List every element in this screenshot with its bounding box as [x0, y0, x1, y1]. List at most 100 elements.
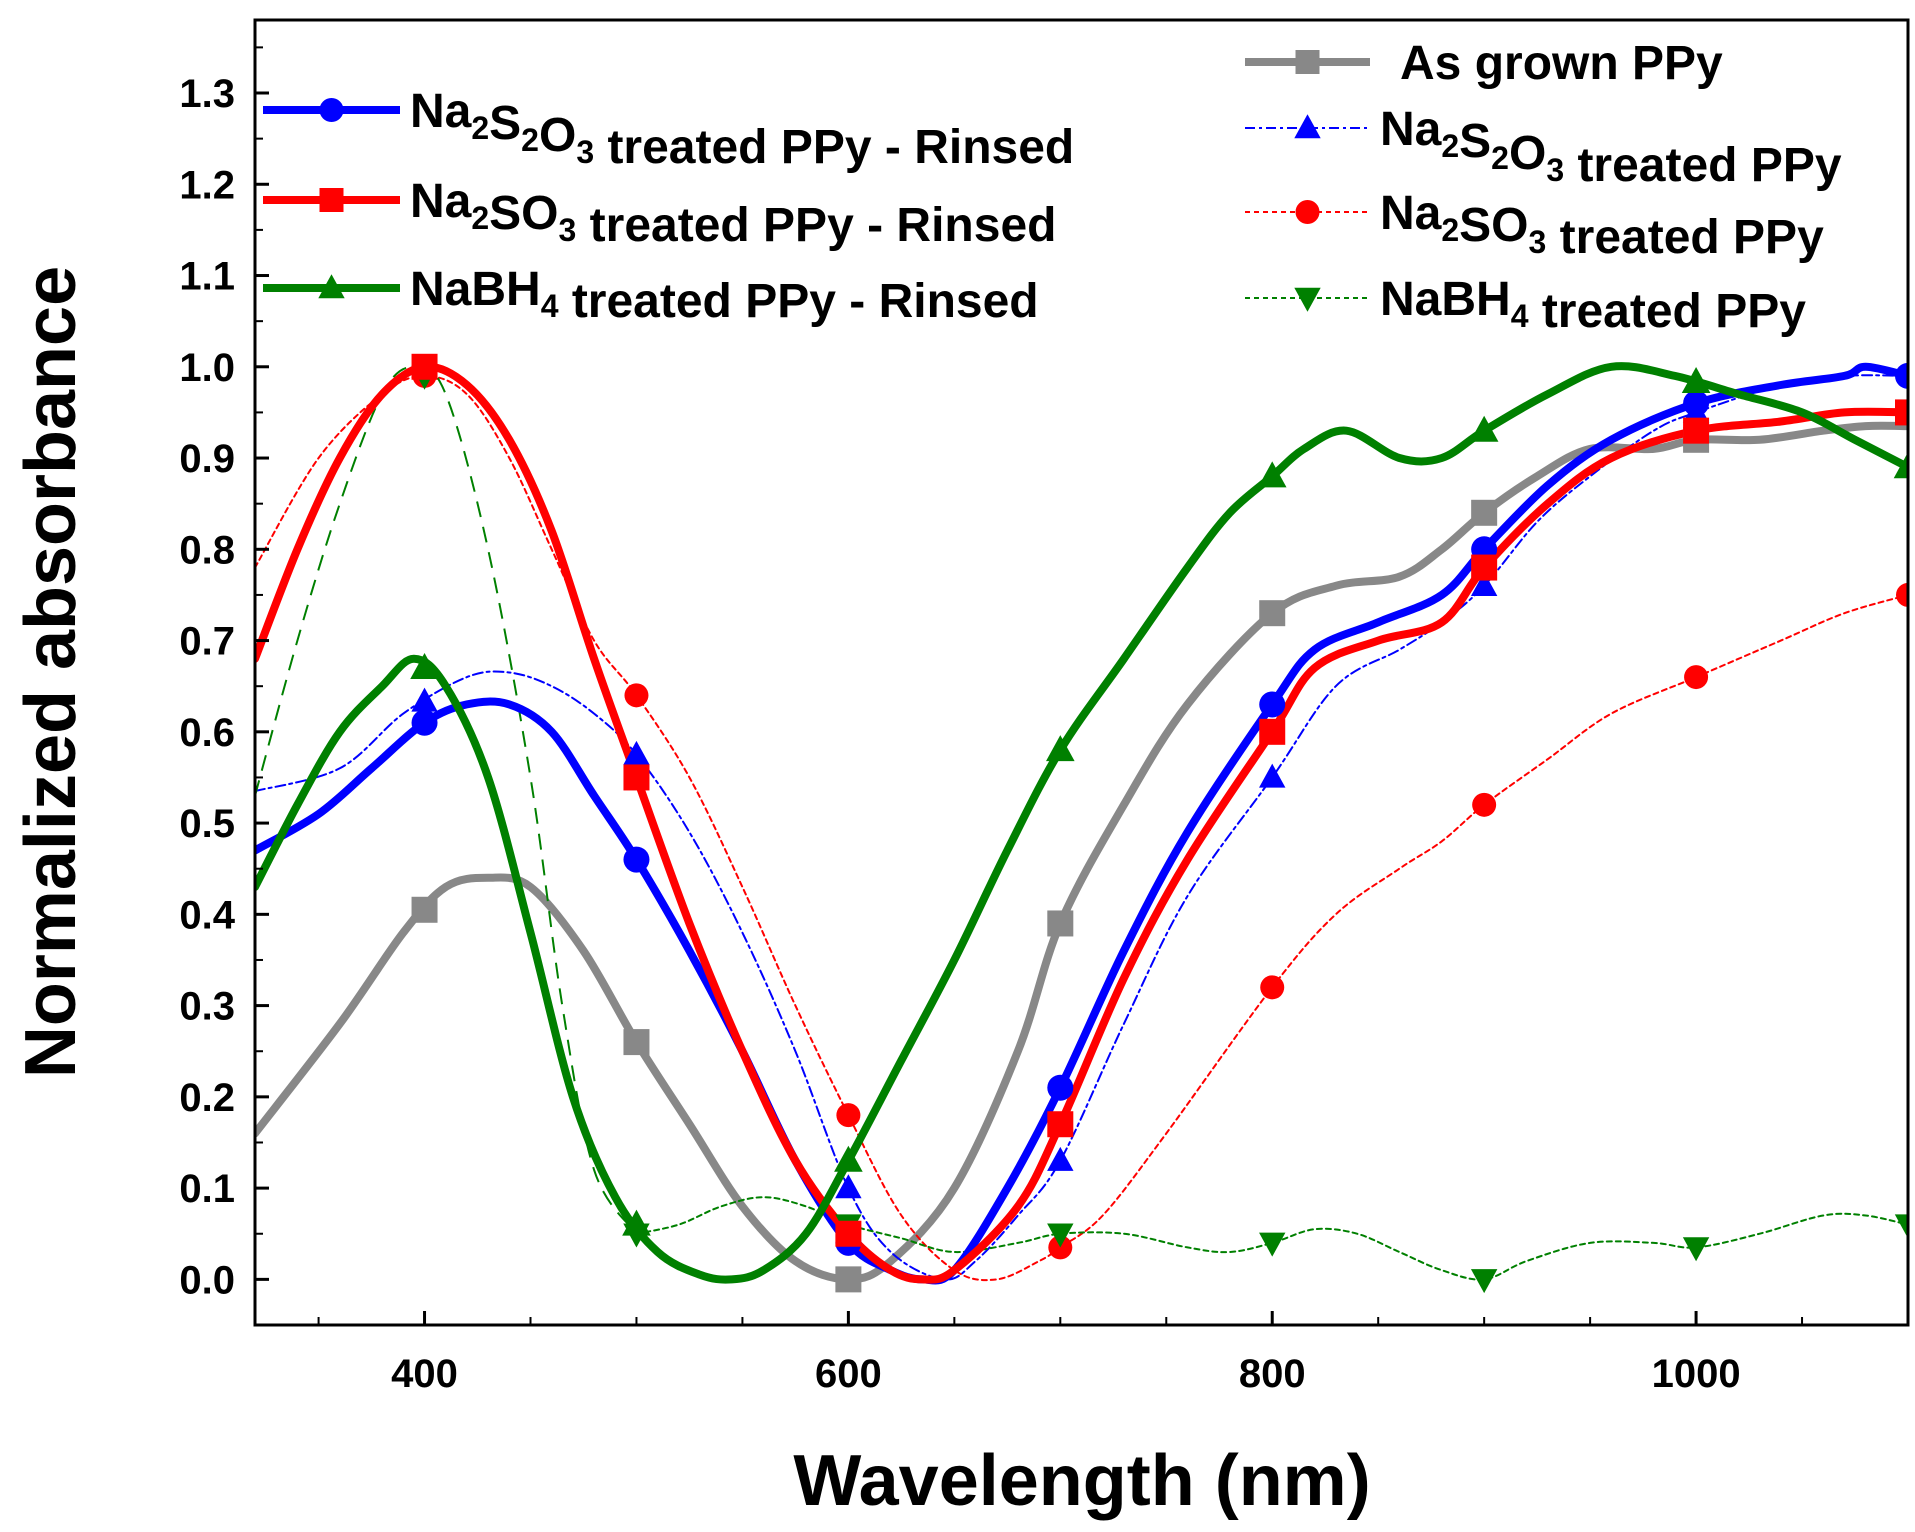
legend-marker [1294, 287, 1321, 312]
data-point-marker [1470, 572, 1498, 597]
y-tick-label: 0.2 [179, 1076, 235, 1120]
data-point-marker [1047, 910, 1074, 937]
data-point-marker [623, 846, 650, 873]
legend-marker [1295, 50, 1320, 74]
legend-text-part: treated PPy - Rinsed [558, 275, 1038, 328]
data-point-marker [411, 353, 438, 380]
plot-frame [253, 18, 1910, 1327]
data-point-marker [623, 764, 650, 791]
legend-text-part: O [539, 109, 576, 162]
data-point-marker [1047, 1111, 1074, 1138]
data-point-marker [1893, 452, 1908, 479]
legend-text-part: O [1509, 127, 1546, 180]
legend-subscript: 4 [541, 288, 559, 324]
legend-text-part: S [489, 97, 521, 150]
data-point-marker [1257, 461, 1287, 488]
legend-subscript: 3 [1529, 224, 1547, 260]
ticks: 400 600 800 1000 0.0 0.1 0.2 0.3 0.4 0.5 0.6 0.7 0.8… [179, 46, 1909, 1396]
x-tick-label: 400 [391, 1352, 458, 1396]
legend-text-part: Na [1380, 103, 1442, 156]
x-axis-title: Wavelength (nm) [793, 1441, 1370, 1521]
x-tick-label: 800 [1239, 1352, 1306, 1396]
data-point-marker [622, 1209, 651, 1236]
legend-text-part: Na [1380, 187, 1442, 240]
y-tick-label: 0.0 [179, 1258, 235, 1302]
legend-text-part: SO [489, 187, 558, 240]
legend-subscript: 2 [1441, 128, 1459, 164]
y-tick-label: 0.8 [179, 528, 235, 572]
legend-subscript: 2 [471, 200, 489, 236]
y-tick-label: 0.4 [179, 893, 235, 937]
series-line-segment [255, 365, 638, 1235]
y-tick-label: 0.7 [179, 620, 235, 664]
x-tick-label: 600 [815, 1352, 882, 1396]
legend-label: As grown PPy [1400, 37, 1723, 90]
legend-subscript: 4 [1511, 298, 1529, 334]
legend-subscript: 3 [559, 212, 577, 248]
data-point-marker [1895, 399, 1908, 426]
legend-marker [319, 188, 344, 212]
data-point-marker [411, 896, 438, 923]
series-line [255, 374, 1908, 1281]
series-line [255, 374, 1908, 1282]
series-line [255, 421, 1908, 1284]
data-point-marker [1894, 1214, 1908, 1239]
data-point-marker [624, 683, 649, 708]
data-point-marker [836, 1103, 861, 1128]
data-point-marker [1895, 362, 1908, 389]
legend-text-part: SO [1459, 199, 1528, 252]
legend-text-part: NaBH [410, 263, 541, 316]
y-tick-label: 0.9 [179, 437, 235, 481]
legend-text-part: treated PPy [1546, 211, 1824, 264]
y-tick-label: 0.3 [179, 985, 235, 1029]
legend-text-part: treated PPy [1528, 285, 1806, 338]
x-tick-label: 1000 [1652, 1352, 1741, 1396]
legend-marker [318, 274, 345, 299]
data-point-marker [1471, 499, 1498, 526]
legend-label: NaBH4 treated PPy - Rinsed [410, 263, 1039, 328]
legend-label: Na2SO3 treated PPy [1380, 187, 1824, 264]
legend-text-part: Na [410, 175, 472, 228]
legend-marker [319, 98, 344, 122]
markers-group [410, 353, 1908, 1294]
data-point-marker [1683, 390, 1710, 417]
data-point-marker [834, 1145, 863, 1172]
legend-text-part: Na [410, 85, 472, 138]
data-point-marker [411, 709, 438, 736]
series-line [255, 362, 1908, 1284]
data-point-marker [410, 652, 439, 679]
series-line [255, 362, 1908, 1285]
data-point-marker [623, 1029, 650, 1056]
data-point-marker [1470, 1269, 1498, 1294]
legend-text-part: treated PPy [1564, 139, 1842, 192]
data-point-marker [1259, 600, 1286, 627]
legend-label: NaBH4 treated PPy [1380, 273, 1806, 338]
y-tick-label: 1.3 [179, 72, 235, 116]
y-axis-title: Normalized absorbance [11, 266, 91, 1078]
legend-label: Na2SO3 treated PPy - Rinsed [410, 175, 1056, 252]
data-point-marker [1259, 718, 1286, 745]
data-point-marker [835, 1220, 862, 1247]
data-point-marker [1046, 735, 1075, 762]
data-point-marker [623, 740, 650, 765]
y-tick-label: 1.2 [179, 163, 235, 207]
y-tick-label: 1.0 [179, 346, 235, 390]
y-tick-label: 1.1 [179, 255, 235, 299]
data-point-marker [411, 687, 438, 712]
legend-subscript: 2 [1491, 140, 1509, 176]
data-point-marker [1683, 417, 1710, 444]
legend-subscript: 3 [1546, 152, 1564, 188]
data-point-marker [1259, 1232, 1286, 1257]
data-point-marker [1259, 763, 1286, 788]
data-point-marker [835, 1266, 862, 1293]
legend-subscript: 2 [521, 122, 539, 158]
y-tick-label: 0.1 [179, 1167, 235, 1211]
data-point-marker [1684, 665, 1709, 690]
data-point-marker [1047, 1146, 1074, 1171]
data-point-marker [1896, 582, 1908, 607]
data-point-marker [1681, 367, 1711, 394]
legend-subscript: 3 [576, 134, 594, 170]
legend-subscript: 2 [1441, 212, 1459, 248]
data-point-marker [1682, 1237, 1710, 1262]
